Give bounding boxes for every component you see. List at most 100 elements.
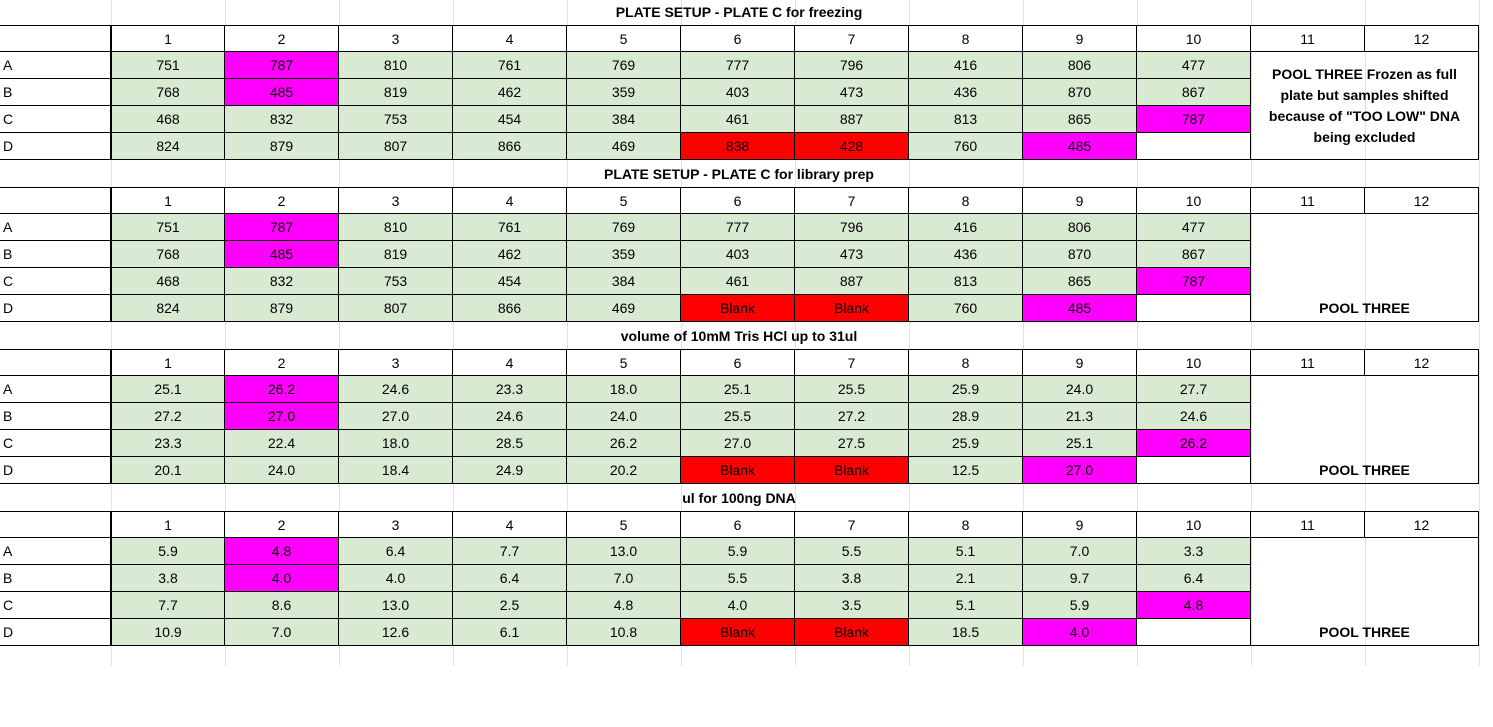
- plate-cell-D9[interactable]: 485: [1023, 133, 1137, 160]
- column-header-9[interactable]: 9: [1023, 511, 1137, 538]
- plate-cell-B1[interactable]: 27.2: [111, 403, 225, 430]
- plate-cell-B10[interactable]: 867: [1137, 79, 1251, 106]
- plate-cell-B1[interactable]: 3.8: [111, 565, 225, 592]
- plate-cell-C9[interactable]: 25.1: [1023, 430, 1137, 457]
- header-corner-cell[interactable]: [0, 25, 111, 52]
- column-header-1[interactable]: 1: [111, 511, 225, 538]
- plate-cell-B8[interactable]: 2.1: [909, 565, 1023, 592]
- plate-cell-D2[interactable]: 7.0: [225, 619, 339, 646]
- plate-cell-C2[interactable]: 8.6: [225, 592, 339, 619]
- plate-cell-D7[interactable]: Blank: [795, 295, 909, 322]
- plate-cell-C3[interactable]: 18.0: [339, 430, 453, 457]
- column-header-6[interactable]: 6: [681, 187, 795, 214]
- plate-cell-A10[interactable]: 3.3: [1137, 538, 1251, 565]
- plate-cell-C4[interactable]: 454: [453, 268, 567, 295]
- column-header-2[interactable]: 2: [225, 25, 339, 52]
- section-title[interactable]: PLATE SETUP - PLATE C for library prep: [604, 166, 874, 182]
- plate-cell-C6[interactable]: 461: [681, 106, 795, 133]
- column-header-11[interactable]: 11: [1251, 25, 1365, 52]
- plate-cell-B10[interactable]: 867: [1137, 241, 1251, 268]
- plate-cell-A2[interactable]: 787: [225, 52, 339, 79]
- column-header-1[interactable]: 1: [111, 187, 225, 214]
- header-corner-cell[interactable]: [0, 349, 111, 376]
- plate-cell-B9[interactable]: 870: [1023, 79, 1137, 106]
- plate-cell-D4[interactable]: 866: [453, 133, 567, 160]
- plate-cell-D9[interactable]: 4.0: [1023, 619, 1137, 646]
- plate-cell-A4[interactable]: 761: [453, 52, 567, 79]
- plate-cell-A9[interactable]: 806: [1023, 52, 1137, 79]
- row-label-C[interactable]: C: [0, 268, 111, 295]
- plate-cell-C4[interactable]: 2.5: [453, 592, 567, 619]
- column-header-12[interactable]: 12: [1365, 25, 1479, 52]
- column-header-9[interactable]: 9: [1023, 349, 1137, 376]
- plate-cell-B8[interactable]: 436: [909, 79, 1023, 106]
- plate-cell-A10[interactable]: 477: [1137, 52, 1251, 79]
- column-header-2[interactable]: 2: [225, 511, 339, 538]
- plate-cell-D10[interactable]: [1137, 619, 1251, 646]
- plate-cell-C4[interactable]: 28.5: [453, 430, 567, 457]
- plate-cell-C7[interactable]: 887: [795, 106, 909, 133]
- plate-cell-C3[interactable]: 13.0: [339, 592, 453, 619]
- pool-label[interactable]: POOL THREE: [1251, 538, 1479, 646]
- plate-cell-A1[interactable]: 5.9: [111, 538, 225, 565]
- column-header-3[interactable]: 3: [339, 187, 453, 214]
- plate-cell-D7[interactable]: 428: [795, 133, 909, 160]
- column-header-10[interactable]: 10: [1137, 187, 1251, 214]
- column-header-2[interactable]: 2: [225, 349, 339, 376]
- column-header-10[interactable]: 10: [1137, 349, 1251, 376]
- plate-cell-A3[interactable]: 810: [339, 52, 453, 79]
- plate-cell-A7[interactable]: 25.5: [795, 376, 909, 403]
- plate-cell-C3[interactable]: 753: [339, 106, 453, 133]
- plate-cell-B6[interactable]: 403: [681, 79, 795, 106]
- row-label-C[interactable]: C: [0, 592, 111, 619]
- plate-cell-C9[interactable]: 865: [1023, 268, 1137, 295]
- column-header-9[interactable]: 9: [1023, 187, 1137, 214]
- row-label-D[interactable]: D: [0, 295, 111, 322]
- plate-cell-D4[interactable]: 866: [453, 295, 567, 322]
- plate-cell-D9[interactable]: 485: [1023, 295, 1137, 322]
- plate-cell-A4[interactable]: 7.7: [453, 538, 567, 565]
- plate-cell-D5[interactable]: 469: [567, 295, 681, 322]
- plate-cell-A7[interactable]: 5.5: [795, 538, 909, 565]
- plate-cell-C9[interactable]: 865: [1023, 106, 1137, 133]
- column-header-5[interactable]: 5: [567, 25, 681, 52]
- plate-cell-C7[interactable]: 27.5: [795, 430, 909, 457]
- plate-cell-B2[interactable]: 485: [225, 79, 339, 106]
- column-header-10[interactable]: 10: [1137, 25, 1251, 52]
- section-title[interactable]: volume of 10mM Tris HCl up to 31ul: [620, 328, 858, 344]
- pool-label[interactable]: POOL THREE: [1251, 214, 1479, 322]
- column-header-6[interactable]: 6: [681, 511, 795, 538]
- plate-cell-C6[interactable]: 4.0: [681, 592, 795, 619]
- plate-cell-A9[interactable]: 7.0: [1023, 538, 1137, 565]
- plate-cell-D10[interactable]: [1137, 133, 1251, 160]
- plate-cell-B2[interactable]: 4.0: [225, 565, 339, 592]
- column-header-2[interactable]: 2: [225, 187, 339, 214]
- plate-cell-B10[interactable]: 6.4: [1137, 565, 1251, 592]
- plate-cell-D5[interactable]: 20.2: [567, 457, 681, 484]
- plate-cell-A7[interactable]: 796: [795, 52, 909, 79]
- plate-cell-C1[interactable]: 468: [111, 268, 225, 295]
- plate-cell-C10[interactable]: 787: [1137, 268, 1251, 295]
- column-header-3[interactable]: 3: [339, 511, 453, 538]
- plate-cell-B5[interactable]: 7.0: [567, 565, 681, 592]
- plate-cell-B10[interactable]: 24.6: [1137, 403, 1251, 430]
- plate-cell-C7[interactable]: 3.5: [795, 592, 909, 619]
- plate-cell-D7[interactable]: Blank: [795, 619, 909, 646]
- plate-cell-D1[interactable]: 824: [111, 295, 225, 322]
- plate-cell-C8[interactable]: 25.9: [909, 430, 1023, 457]
- section-title[interactable]: ul for 100ng DNA: [682, 490, 796, 506]
- plate-cell-A4[interactable]: 23.3: [453, 376, 567, 403]
- column-header-8[interactable]: 8: [909, 349, 1023, 376]
- plate-cell-A7[interactable]: 796: [795, 214, 909, 241]
- plate-cell-B7[interactable]: 473: [795, 241, 909, 268]
- plate-cell-B7[interactable]: 27.2: [795, 403, 909, 430]
- plate-cell-C2[interactable]: 832: [225, 106, 339, 133]
- plate-cell-A3[interactable]: 6.4: [339, 538, 453, 565]
- column-header-5[interactable]: 5: [567, 511, 681, 538]
- plate-cell-C10[interactable]: 4.8: [1137, 592, 1251, 619]
- plate-cell-A10[interactable]: 477: [1137, 214, 1251, 241]
- plate-cell-D3[interactable]: 807: [339, 133, 453, 160]
- plate-cell-B5[interactable]: 24.0: [567, 403, 681, 430]
- plate-cell-D8[interactable]: 18.5: [909, 619, 1023, 646]
- column-header-8[interactable]: 8: [909, 187, 1023, 214]
